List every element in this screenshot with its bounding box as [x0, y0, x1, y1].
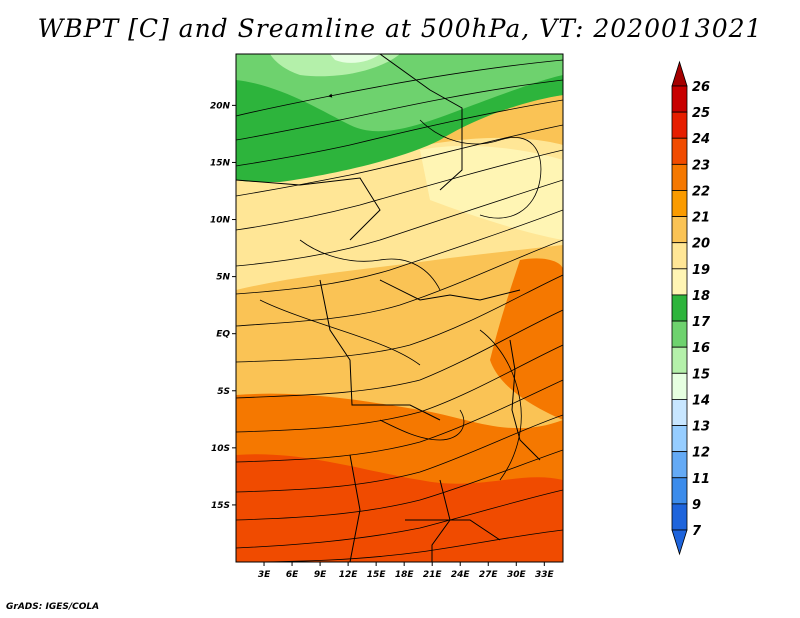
colorbar-swatch — [671, 503, 688, 531]
colorbar-swatch — [671, 294, 688, 322]
colorbar-label: 13 — [692, 420, 710, 435]
lon-tick-label: 24E — [451, 570, 471, 580]
colorbar-label: 11 — [692, 472, 710, 487]
colorbar-swatch — [671, 372, 688, 400]
colorbar-swatch — [671, 190, 688, 217]
colorbar-label: 16 — [692, 341, 710, 356]
colorbar-label: 9 — [692, 498, 701, 513]
colorbar: 26 25 24 23 22 21 20 19 18 17 16 15 14 13 12 11 9 7 — [671, 60, 711, 556]
colorbar-label: 19 — [692, 263, 710, 278]
colorbar-label: 21 — [692, 211, 710, 226]
lat-tick-label: EQ — [216, 330, 230, 340]
lon-tick-label: 33E — [535, 570, 555, 580]
lon-tick-label: 6E — [286, 570, 299, 580]
colorbar-swatch — [671, 346, 688, 374]
lon-tick-label: 12E — [339, 570, 359, 580]
lat-tick-label: 5S — [217, 387, 230, 397]
lon-tick-label: 21E — [423, 570, 443, 580]
colorbar-top-arrow — [671, 60, 688, 87]
colorbar-swatch — [671, 399, 688, 426]
colorbar-label: 23 — [692, 158, 710, 173]
colorbar-swatch — [671, 425, 688, 453]
longitude-ticks: 3E 6E 9E 12E 15E 18E 21E 24E 27E 30E 33E — [258, 562, 555, 580]
colorbar-label: 22 — [692, 184, 710, 199]
colorbar-swatch — [671, 163, 688, 191]
colorbar-label: 26 — [692, 80, 710, 95]
colorbar-label: 17 — [692, 315, 711, 330]
streamlines — [236, 59, 563, 562]
colorbar-swatch — [671, 216, 688, 244]
lat-tick-label: 15S — [211, 501, 230, 511]
lon-tick-label: 18E — [395, 570, 415, 580]
colorbar-bottom-arrow — [671, 529, 688, 556]
colorbar-swatch — [671, 137, 688, 165]
colorbar-label: 24 — [692, 132, 710, 147]
lat-tick-label: 15N — [210, 158, 231, 168]
colorbar-swatch — [671, 268, 688, 296]
lon-tick-label: 27E — [479, 570, 499, 580]
lat-tick-label: 20N — [210, 101, 231, 111]
colorbar-label: 7 — [692, 524, 702, 539]
colorbar-swatch — [671, 320, 688, 348]
colorbar-swatch — [671, 111, 688, 139]
country-borders — [236, 54, 541, 562]
map-frame — [235, 53, 564, 563]
colorbar-swatch — [671, 85, 688, 113]
latitude-ticks: 20N 15N 10N 5N EQ 5S 10S 15S — [210, 101, 236, 511]
colorbar-label: 14 — [692, 393, 710, 408]
lon-tick-label: 3E — [258, 570, 271, 580]
colorbar-label: 20 — [692, 237, 710, 252]
colorbar-swatch — [671, 477, 688, 505]
colorbar-label: 25 — [692, 106, 710, 121]
grads-credit: GrADS: IGES/COLA — [6, 602, 100, 612]
lon-tick-label: 9E — [314, 570, 327, 580]
lon-tick-label: 15E — [367, 570, 387, 580]
lon-tick-label: 30E — [507, 570, 527, 580]
lat-tick-label: 10S — [211, 444, 230, 454]
lat-tick-label: 10N — [210, 216, 231, 226]
colorbar-swatch — [671, 451, 688, 479]
lat-tick-label: 5N — [216, 273, 230, 283]
page-title: WBPT [C] and Sreamline at 500hPa, VT: 20… — [37, 14, 763, 43]
colorbar-label: 18 — [692, 289, 710, 304]
temperature-field — [236, 54, 563, 562]
colorbar-swatch — [671, 242, 688, 270]
colorbar-label: 12 — [692, 446, 710, 461]
colorbar-label: 15 — [692, 367, 710, 382]
